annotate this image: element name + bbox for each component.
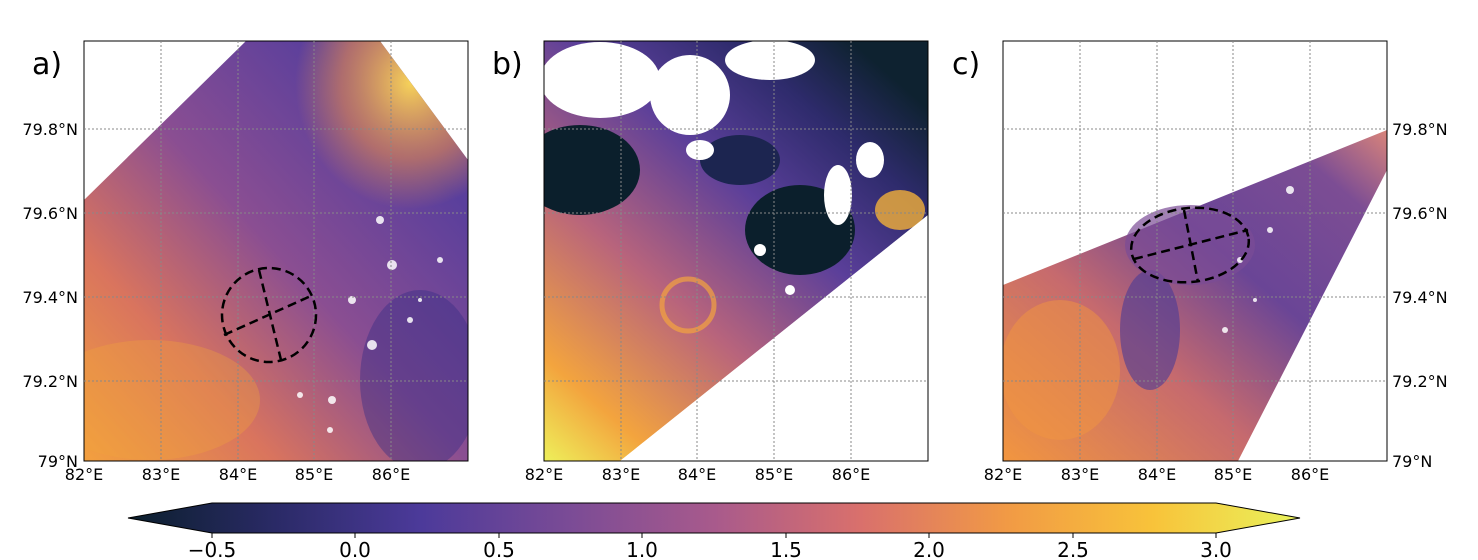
colorbar-tick-label: 2.5 — [1057, 538, 1089, 560]
panel-a-eddy-outline — [220, 266, 318, 364]
panel-b-image — [544, 41, 928, 461]
colorbar-tick-labels: −0.5 0.0 0.5 1.0 1.5 2.0 2.5 3.0 — [188, 538, 1232, 560]
panel-c-image — [1003, 130, 1387, 461]
x-tick-label: 85°E — [1214, 465, 1252, 484]
colorbar-tick-label: 0.5 — [483, 538, 515, 560]
colorbar-tick-label: 2.0 — [913, 538, 945, 560]
panel-a-grid — [84, 41, 468, 461]
colorbar: −0.5 0.0 0.5 1.0 1.5 2.0 2.5 3.0 — [127, 502, 1301, 560]
y-tick-label: 79.8°N — [22, 120, 78, 139]
y-tick-label: 79.2°N — [1392, 372, 1448, 391]
y-tick-label: 79.6°N — [22, 204, 78, 223]
x-tick-label: 83°E — [1061, 465, 1099, 484]
x-tick-label: 85°E — [755, 465, 793, 484]
colorbar-bar — [127, 502, 1301, 534]
panel-c-label: c) — [952, 47, 980, 82]
y-tick-label: 79.4°N — [1392, 288, 1448, 307]
x-tick-label: 82°E — [525, 465, 563, 484]
x-tick-label: 82°E — [65, 465, 103, 484]
panel-b: b) 82°E 83°E 84°E 85°E 86°E — [492, 40, 929, 484]
panel-a-image — [84, 41, 468, 461]
panel-c-grid — [1003, 41, 1387, 461]
colorbar-tick-label: 0.0 — [339, 538, 371, 560]
panel-a-label: a) — [32, 47, 62, 82]
x-tick-label: 86°E — [372, 465, 410, 484]
colorbar-ticks — [211, 533, 1217, 538]
x-tick-label: 83°E — [602, 465, 640, 484]
panel-a-frame — [83, 40, 469, 462]
x-tick-label: 84°E — [678, 465, 716, 484]
panel-c: c) 82°E 83°E 84°E 85°E 86°E 79°N 79.2°N … — [952, 40, 1448, 484]
colorbar-tick-label: 1.5 — [770, 538, 802, 560]
y-tick-label: 79°N — [1392, 452, 1432, 471]
x-tick-label: 84°E — [1138, 465, 1176, 484]
panel-b-grid — [544, 41, 928, 461]
colorbar-tick-label: 3.0 — [1200, 538, 1232, 560]
y-tick-label: 79.2°N — [22, 372, 78, 391]
panel-a-x-ticks: 82°E 83°E 84°E 85°E 86°E — [65, 465, 410, 484]
x-tick-label: 85°E — [295, 465, 333, 484]
y-tick-label: 79.4°N — [22, 288, 78, 307]
x-tick-label: 84°E — [219, 465, 257, 484]
y-tick-label: 79.6°N — [1392, 204, 1448, 223]
panel-c-eddy-outline — [1129, 206, 1251, 284]
x-tick-label: 86°E — [832, 465, 870, 484]
y-tick-label: 79.8°N — [1392, 120, 1448, 139]
x-tick-label: 82°E — [984, 465, 1022, 484]
panel-c-x-ticks: 82°E 83°E 84°E 85°E 86°E — [984, 465, 1329, 484]
x-tick-label: 86°E — [1291, 465, 1329, 484]
colorbar-tick-label: −0.5 — [188, 538, 237, 560]
panel-b-label: b) — [492, 47, 523, 82]
colorbar-tick-label: 1.0 — [626, 538, 658, 560]
panel-a: a) 82°E 83°E 84°E 85°E 86°E 79°N 79.2°N … — [22, 40, 469, 484]
panel-a-y-ticks: 79°N 79.2°N 79.4°N 79.6°N 79.8°N — [22, 120, 78, 471]
panel-c-y-ticks: 79°N 79.2°N 79.4°N 79.6°N 79.8°N — [1392, 120, 1448, 471]
panel-b-x-ticks: 82°E 83°E 84°E 85°E 86°E — [525, 465, 870, 484]
y-tick-label: 79°N — [38, 452, 78, 471]
panel-c-frame — [1002, 40, 1388, 462]
x-tick-label: 83°E — [142, 465, 180, 484]
panel-b-frame — [543, 40, 929, 462]
